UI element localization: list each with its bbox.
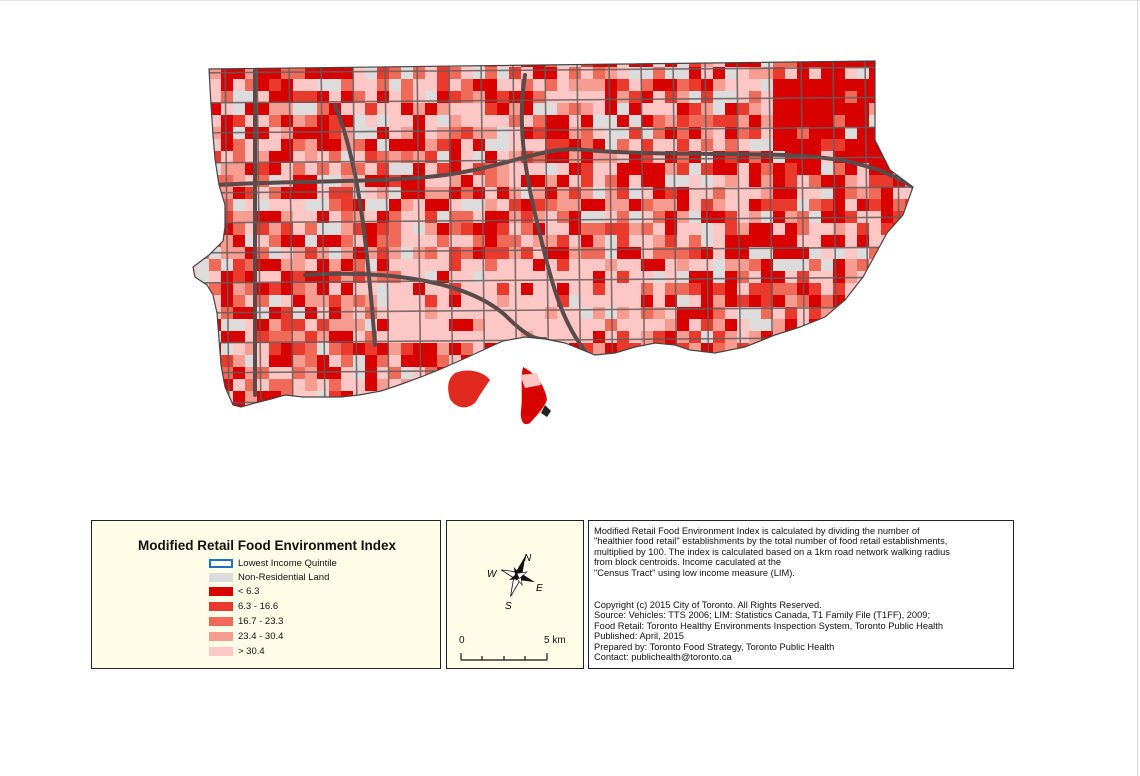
scale-bar (460, 653, 548, 661)
compass-north: N (524, 553, 532, 564)
notes-panel: Modified Retail Food Environment Index i… (588, 520, 1014, 669)
scale-start: 0 (459, 635, 465, 646)
credit-line: Food Retail: Toronto Healthy Environment… (594, 620, 943, 631)
compass-scale-panel: N S E W 0 5 km (446, 520, 584, 669)
legend-item-class-3: 16.7 - 23.3 (209, 616, 283, 627)
legend-swatch-class-4 (209, 632, 233, 641)
compass-south: S (505, 601, 512, 612)
legend-item-class-5: > 30.4 (209, 646, 265, 657)
north-arrow-icon: N S E W (460, 553, 548, 661)
toronto-map (192, 60, 914, 425)
legend-item-class-2: 6.3 - 16.6 (209, 601, 278, 612)
description-line: multiplied by 100. The index is calculat… (594, 546, 950, 557)
legend-label: > 30.4 (238, 646, 265, 657)
legend-label: < 6.3 (238, 586, 260, 597)
description-line: Modified Retail Food Environment Index i… (594, 526, 920, 536)
legend-swatch-class-3 (209, 617, 233, 626)
credit-line: Copyright (c) 2015 City of Toronto. All … (594, 600, 822, 610)
contact-email: Contact: publichealth@toronto.ca (594, 652, 732, 663)
legend-label: Non-Residential Land (238, 572, 330, 583)
legend-label: 16.7 - 23.3 (238, 616, 284, 627)
credits: Copyright (c) 2015 City of Toronto. All … (594, 600, 1010, 662)
scale-end: 5 km (544, 635, 566, 646)
compass-east: E (536, 583, 543, 594)
legend-label: Lowest Income Quintile (238, 558, 337, 569)
credit-line: Prepared by: Toronto Food Strategy, Toro… (594, 641, 835, 652)
legend-swatch-class-5 (209, 647, 233, 656)
page-top-edge (0, 0, 1140, 1)
index-description: Modified Retail Food Environment Index i… (594, 526, 1010, 578)
description-line: "Census Tract" using low income measure … (594, 567, 795, 578)
credit-line: Published: April, 2015 (594, 631, 684, 642)
legend-panel: Modified Retail Food Environment Index L… (91, 520, 441, 669)
legend-swatch-non-residential (209, 573, 233, 582)
legend-label: 6.3 - 16.6 (238, 601, 279, 612)
legend-item-lowest-income: Lowest Income Quintile (209, 558, 337, 569)
legend-swatch-class-1 (209, 587, 233, 596)
legend-label: 23.4 - 30.4 (238, 631, 284, 642)
legend-item-class-4: 23.4 - 30.4 (209, 631, 283, 642)
legend-item-class-1: < 6.3 (209, 586, 259, 597)
legend-swatch-lowest-income (209, 559, 233, 568)
credit-line: Source: Vehicles: TTS 2006; LIM: Statist… (594, 610, 931, 621)
description-line: from block centroids. Income caculated a… (594, 557, 782, 568)
legend-title: Modified Retail Food Environment Index (137, 538, 396, 553)
page-right-edge (1137, 0, 1138, 776)
description-line: "healthier food retail" establishments b… (594, 536, 948, 547)
legend-item-non-residential: Non-Residential Land (209, 572, 329, 583)
compass-west: W (487, 569, 498, 580)
legend-swatch-class-2 (209, 602, 233, 611)
